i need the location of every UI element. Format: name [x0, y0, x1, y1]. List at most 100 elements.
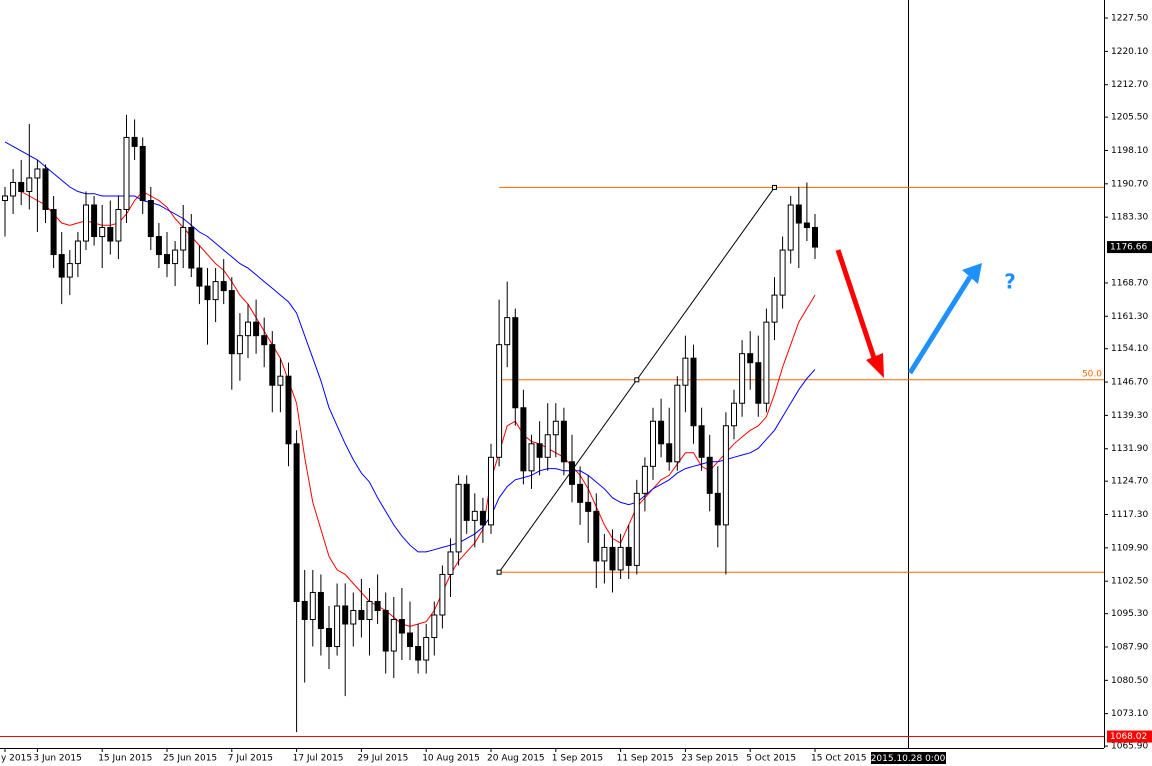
candle-body	[714, 492, 721, 526]
x-tick-label: 1 Sep 2015	[552, 754, 603, 764]
candle-body	[326, 628, 332, 648]
candle-body	[220, 281, 227, 292]
candle-body	[795, 204, 802, 224]
candle-body	[390, 618, 397, 652]
candle-body	[204, 285, 211, 301]
x-tick-label: 23 Sep 2015	[681, 754, 738, 764]
price-tag	[1107, 241, 1152, 254]
y-tick-label: 1161.30	[1111, 312, 1148, 322]
blue-arrow	[907, 263, 982, 375]
candle-body	[50, 209, 57, 256]
x-tick-label: 17 Jul 2015	[293, 754, 344, 764]
candle-body	[674, 384, 681, 463]
x-tick-label: y 2015	[1, 754, 32, 764]
candle-body	[172, 249, 179, 265]
candle-body	[107, 227, 114, 242]
candle-body	[609, 546, 616, 571]
candle-body	[415, 646, 422, 661]
price-label: 1176.66	[1110, 243, 1147, 253]
candle-body	[682, 357, 689, 386]
fibo-label: 50.0	[1082, 369, 1102, 379]
x-tick-label: 15 Oct 2015	[811, 754, 867, 764]
y-tick-label: 1087.90	[1111, 642, 1148, 652]
candle-body	[139, 145, 146, 201]
candle-body	[180, 227, 187, 251]
candle-body	[423, 637, 430, 661]
y-tick-label: 1198.10	[1111, 146, 1148, 156]
candle-body	[520, 407, 527, 472]
candle-body	[787, 204, 794, 251]
candle-body	[147, 199, 154, 238]
candle-body	[641, 465, 648, 494]
candle-body	[552, 420, 559, 436]
candle-body	[560, 420, 567, 463]
candle-body	[650, 420, 656, 467]
candle-body	[431, 614, 438, 639]
y-tick-label: 1146.70	[1111, 378, 1148, 388]
candle-body	[771, 294, 778, 323]
y-tick-label: 1168.70	[1111, 278, 1148, 288]
candle-body	[196, 267, 203, 287]
candle-body	[455, 483, 462, 553]
candle-body	[731, 402, 737, 427]
candle-body	[317, 591, 324, 630]
y-tick-label: 1102.50	[1111, 577, 1148, 587]
candle-body	[706, 456, 713, 494]
candle-body	[123, 136, 130, 211]
candle-body	[577, 483, 584, 503]
y-tick-label: 1073.10	[1111, 709, 1148, 719]
candle-body	[617, 546, 624, 571]
y-tick-label: 1154.10	[1111, 344, 1148, 354]
candle-body	[269, 344, 276, 386]
candle-body	[115, 209, 122, 242]
y-tick-label: 1190.70	[1111, 179, 1148, 189]
candle-body	[350, 609, 357, 625]
x-tick-label: 20 Aug 2015	[487, 754, 545, 764]
candle-body	[236, 335, 243, 355]
candle-body	[496, 344, 503, 458]
x-tick-label: 15 Jun 2015	[98, 754, 152, 764]
candle-body	[164, 254, 170, 265]
x-tick-label: 29 Jul 2015	[357, 754, 408, 764]
x-tick-label: 25 Jun 2015	[163, 754, 217, 764]
candle-body	[293, 443, 300, 602]
candle-body	[228, 290, 235, 355]
candle-body	[131, 136, 138, 147]
fibo-anchor	[496, 569, 502, 575]
candle-body	[26, 177, 33, 192]
candle-body	[253, 321, 260, 337]
y-tick-label: 1117.30	[1111, 510, 1148, 520]
candle-body	[593, 510, 600, 562]
candle-body	[407, 632, 413, 648]
x-tick-label: 3 Jun 2015	[33, 754, 81, 764]
candle-body	[155, 236, 162, 256]
candle-body	[74, 240, 81, 265]
candle-body	[690, 357, 697, 427]
candle-body	[739, 353, 746, 404]
candle-body	[698, 425, 705, 458]
candle-body	[803, 222, 810, 229]
candle-body	[471, 510, 478, 521]
candle-body	[261, 335, 268, 346]
candle-body	[334, 605, 341, 648]
candle-body	[812, 227, 818, 248]
candle-body	[285, 375, 292, 445]
candle-body	[479, 510, 486, 526]
candle-body	[722, 425, 729, 526]
question-mark: ?	[1004, 270, 1016, 294]
candle-body	[91, 204, 98, 238]
candle-body	[544, 434, 551, 458]
candle-body	[504, 317, 511, 346]
y-tick-label: 1220.10	[1111, 47, 1148, 57]
y-tick-label: 1131.90	[1111, 444, 1148, 454]
x-tick-label: 7 Jul 2015	[228, 754, 273, 764]
candle-body	[188, 227, 195, 269]
cursor-time: 2015.10.28 0:00	[871, 754, 946, 764]
fibo-anchor	[634, 377, 640, 383]
candle-body	[382, 609, 389, 652]
candle-body	[755, 362, 762, 404]
candle-body	[301, 600, 308, 620]
y-tick-label: 1095.30	[1111, 609, 1148, 619]
